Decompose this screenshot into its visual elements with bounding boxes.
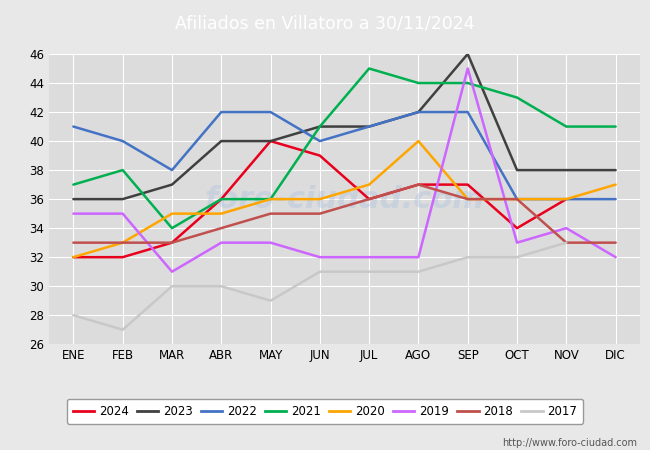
Text: foro-ciudad.com: foro-ciudad.com — [205, 184, 484, 214]
Text: http://www.foro-ciudad.com: http://www.foro-ciudad.com — [502, 438, 637, 448]
Text: Afiliados en Villatoro a 30/11/2024: Afiliados en Villatoro a 30/11/2024 — [176, 14, 474, 33]
Legend: 2024, 2023, 2022, 2021, 2020, 2019, 2018, 2017: 2024, 2023, 2022, 2021, 2020, 2019, 2018… — [67, 399, 583, 424]
